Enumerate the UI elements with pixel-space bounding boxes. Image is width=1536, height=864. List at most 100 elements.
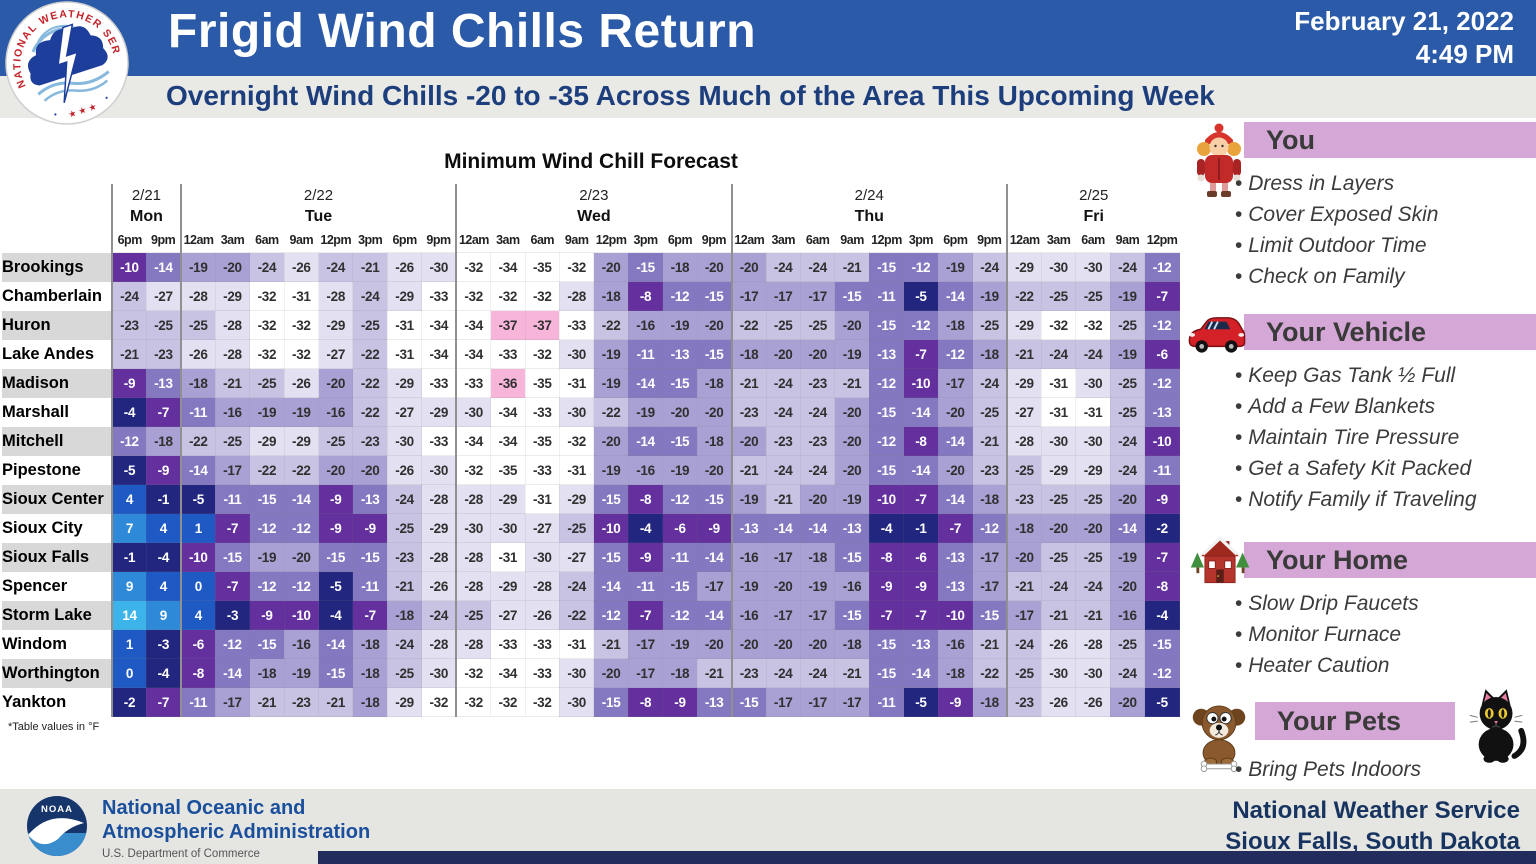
windchill-cell: -22 xyxy=(179,426,216,456)
windchill-cell: -30 xyxy=(455,513,492,543)
tip-item: Slow Drip Faucets xyxy=(1235,588,1418,619)
windchill-cell: -13 xyxy=(938,542,974,572)
city-label: Sioux City xyxy=(2,513,112,543)
windchill-cell: -13 xyxy=(903,629,939,659)
windchill-cell: -9 xyxy=(662,687,698,717)
windchill-cell: -25 xyxy=(1041,281,1077,311)
windchill-cell: -18 xyxy=(938,658,974,688)
windchill-cell: -24 xyxy=(800,658,836,688)
windchill-cell: -12 xyxy=(869,368,905,398)
windchill-cell: -12 xyxy=(972,513,1008,543)
windchill-cell: -32 xyxy=(421,687,457,717)
windchill-cell: -31 xyxy=(284,281,320,311)
windchill-cell: -29 xyxy=(490,571,526,601)
windchill-cell: -33 xyxy=(490,339,526,369)
windchill-cell: -31 xyxy=(559,368,595,398)
windchill-cell: -22 xyxy=(972,658,1008,688)
windchill-cell: -15 xyxy=(593,484,629,514)
windchill-cell: -2 xyxy=(110,687,147,717)
windchill-cell: -15 xyxy=(249,629,285,659)
wfo-line2: Sioux Falls, South Dakota xyxy=(1225,828,1520,855)
windchill-cell: -34 xyxy=(490,397,526,427)
date-header: 2/24 xyxy=(730,184,1007,206)
windchill-cell: -35 xyxy=(525,426,560,456)
windchill-cell: -28 xyxy=(559,281,595,311)
windchill-cell: -34 xyxy=(490,426,526,456)
windchill-cell: -26 xyxy=(421,571,457,601)
windchill-cell: -14 xyxy=(766,513,801,543)
subtitle: Overnight Wind Chills -20 to -35 Across … xyxy=(166,80,1215,111)
windchill-cell: -34 xyxy=(455,339,492,369)
windchill-cell: -21 xyxy=(972,629,1008,659)
sidebar-section-pets: Your Pets xyxy=(1185,689,1536,781)
windchill-cell: -27 xyxy=(387,397,423,427)
windchill-cell: -4 xyxy=(146,542,182,572)
windchill-cell: -14 xyxy=(938,426,974,456)
windchill-cell: -15 xyxy=(834,542,870,572)
time-header: 9am xyxy=(564,233,589,247)
windchill-cell: -30 xyxy=(559,687,595,717)
person-winter-icon xyxy=(1193,122,1245,205)
windchill-cell: -9 xyxy=(249,600,285,630)
windchill-cell: -9 xyxy=(318,484,354,514)
windchill-cell: -26 xyxy=(387,455,423,485)
table-row: Sioux City 7 4 1 -7 -12 -12 -9 -9 -25 -29 -30 -30 -27… xyxy=(2,513,1180,543)
windchill-cell: -14 xyxy=(697,600,733,630)
windchill-cell: -13 xyxy=(938,571,974,601)
date-header: 2/22 xyxy=(179,184,457,206)
windchill-cell: -9 xyxy=(146,455,182,485)
date-time-text: February 21, 2022 4:49 PM xyxy=(1294,5,1514,71)
windchill-cell: -20 xyxy=(730,252,767,282)
time-header: 6pm xyxy=(392,233,417,247)
windchill-cell: -18 xyxy=(352,658,388,688)
windchill-cell: -24 xyxy=(1041,571,1077,601)
tips-list-you: Dress in LayersCover Exposed SkinLimit O… xyxy=(1235,168,1438,292)
windchill-cell: -17 xyxy=(972,571,1008,601)
windchill-cell: -20 xyxy=(1075,513,1111,543)
windchill-cell: -31 xyxy=(525,484,560,514)
windchill-cell: -25 xyxy=(1075,484,1111,514)
tip-item: Monitor Furnace xyxy=(1235,619,1419,650)
windchill-cell: -22 xyxy=(284,455,320,485)
table-row: Spencer 9 4 0 -7 -12 -12 -5 -11 -21 -26 -28 -29 -28 -2… xyxy=(2,571,1180,601)
windchill-cell: -7 xyxy=(938,513,974,543)
windchill-cell: -18 xyxy=(697,368,733,398)
windchill-cell: -12 xyxy=(284,571,320,601)
windchill-cell: -12 xyxy=(1144,658,1180,688)
time-header: 3pm xyxy=(908,233,934,247)
windchill-cell: -12 xyxy=(662,281,698,311)
windchill-cell: -16 xyxy=(215,397,251,427)
windchill-cell: -25 xyxy=(387,513,423,543)
windchill-cell: -18 xyxy=(352,629,388,659)
windchill-cell: -16 xyxy=(1110,600,1146,630)
windchill-cell: -28 xyxy=(421,629,457,659)
windchill-cell: -19 xyxy=(593,455,629,485)
windchill-cell: -22 xyxy=(559,600,595,630)
windchill-cell: -24 xyxy=(421,600,457,630)
dog-icon xyxy=(1189,698,1249,777)
windchill-cell: -31 xyxy=(1075,397,1111,427)
windchill-cell: -24 xyxy=(766,252,801,282)
windchill-cell: -24 xyxy=(972,252,1008,282)
windchill-cell: -8 xyxy=(628,281,664,311)
windchill-cell: -3 xyxy=(215,600,251,630)
windchill-cell: -23 xyxy=(766,426,801,456)
windchill-cell: -12 xyxy=(249,571,285,601)
day-header: Thu xyxy=(730,206,1007,228)
windchill-cell: -6 xyxy=(1144,339,1180,369)
windchill-cell: -7 xyxy=(1144,281,1180,311)
windchill-cell: -25 xyxy=(1110,629,1146,659)
windchill-cell: -2 xyxy=(1144,513,1180,543)
windchill-cell: -35 xyxy=(525,368,560,398)
windchill-cell: -3 xyxy=(146,629,182,659)
time-header: 12pm xyxy=(1146,233,1178,247)
windchill-cell: 0 xyxy=(179,571,216,601)
windchill-cell: -9 xyxy=(628,542,664,572)
windchill-cell: -36 xyxy=(490,368,526,398)
windchill-cell: -24 xyxy=(559,571,595,601)
windchill-cell: -17 xyxy=(766,687,801,717)
windchill-cell: -15 xyxy=(834,600,870,630)
time-header: 3pm xyxy=(358,233,383,247)
windchill-cell: -18 xyxy=(387,600,423,630)
windchill-cell: -30 xyxy=(421,455,457,485)
